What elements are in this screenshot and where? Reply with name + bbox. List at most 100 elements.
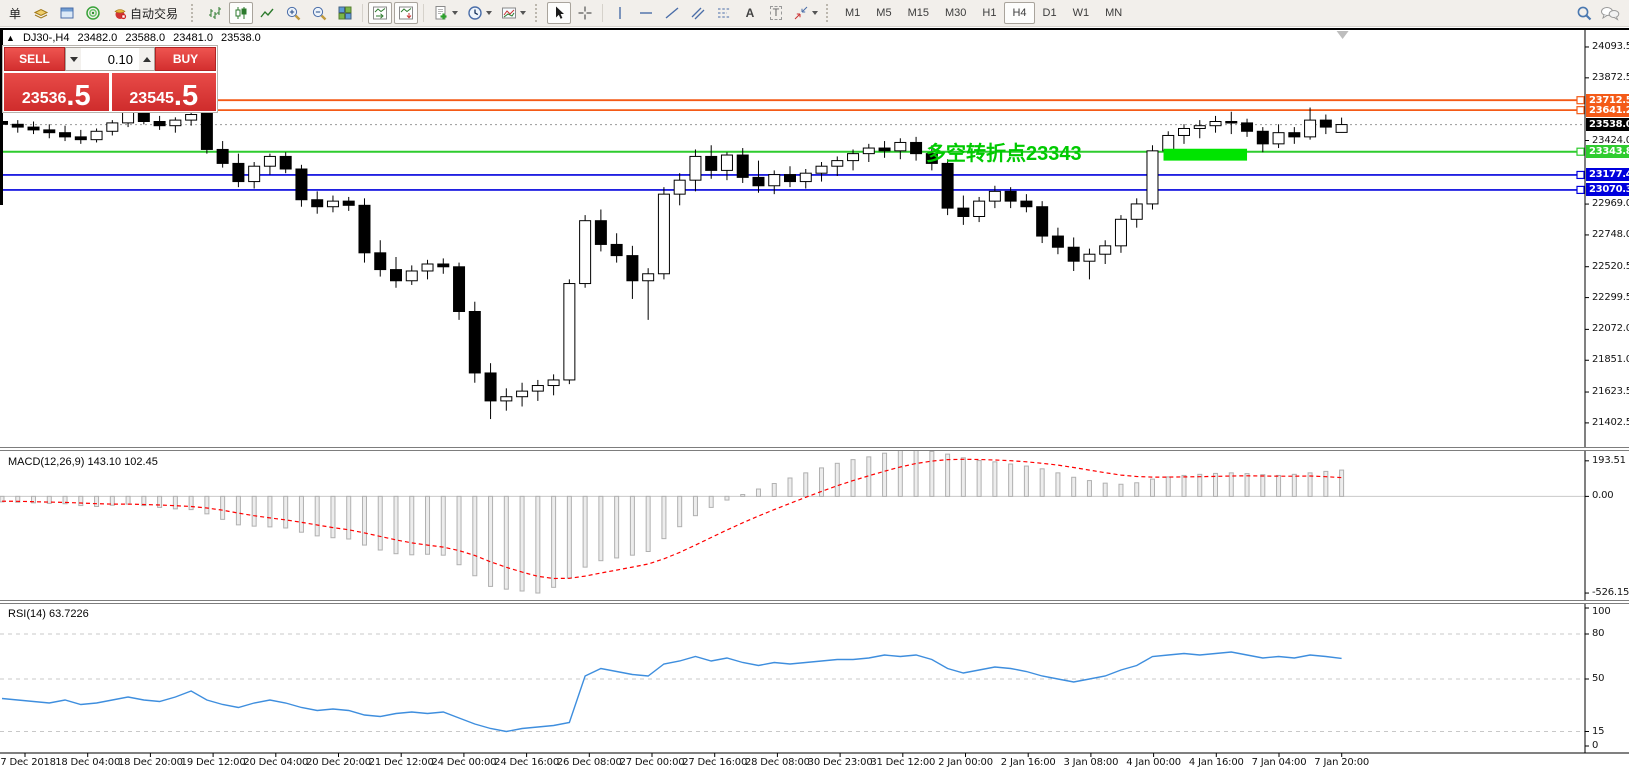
market-watch-icon[interactable]: [29, 2, 53, 24]
buy-button[interactable]: BUY: [155, 47, 216, 71]
sell-button[interactable]: SELL: [4, 47, 65, 71]
macd-histogram-bar: [960, 457, 966, 497]
tab-timeframe-m1[interactable]: M1: [845, 7, 861, 19]
candle-body: [626, 255, 639, 282]
indicator-window-button-2[interactable]: [394, 2, 419, 24]
macd-histogram-bar: [976, 460, 982, 497]
candle-body: [185, 114, 198, 121]
candle-body: [232, 162, 245, 183]
trendline-tool[interactable]: [660, 2, 684, 24]
text-tool[interactable]: A: [738, 2, 762, 24]
tab-timeframe-h4[interactable]: H4: [1004, 2, 1035, 24]
macd-histogram-bar: [1244, 473, 1250, 497]
toolbar-grip[interactable]: [191, 4, 196, 22]
candle-body: [1225, 121, 1238, 124]
line-end-marker[interactable]: [1576, 106, 1585, 115]
pane-separator-rsi[interactable]: [0, 600, 1629, 604]
tab-timeframe-m5[interactable]: M5: [876, 7, 892, 19]
tab-timeframe-m15[interactable]: M15: [907, 7, 929, 19]
macd-histogram-bar: [724, 495, 730, 501]
vertical-line-tool[interactable]: [608, 2, 632, 24]
autotrading-button[interactable]: 自动交易: [107, 2, 185, 24]
pane-separator-macd[interactable]: [0, 447, 1629, 451]
tab-timeframe-d1[interactable]: D1: [1042, 7, 1057, 19]
candle-body: [1193, 125, 1206, 129]
line-end-marker[interactable]: [1576, 170, 1585, 180]
candle-body: [169, 119, 182, 127]
timeframe-menu-button[interactable]: [463, 2, 495, 24]
macd-histogram-bar: [283, 495, 289, 529]
dropdown-caret: [485, 11, 492, 15]
indicator-window-button-1[interactable]: [368, 2, 393, 24]
highlight-rectangle-object[interactable]: [1163, 148, 1248, 161]
add-indicator-button[interactable]: [429, 2, 461, 24]
line-end-marker[interactable]: [1576, 96, 1585, 105]
line-chart-button[interactable]: [255, 2, 279, 24]
tab-timeframe-mn[interactable]: MN: [1105, 7, 1123, 19]
buy-price-button[interactable]: 23545.5: [111, 73, 216, 111]
crosshair-button[interactable]: [573, 2, 597, 24]
candle-body: [1209, 121, 1222, 127]
tab-timeframe-w1[interactable]: W1: [1072, 7, 1090, 19]
data-window-icon[interactable]: [55, 2, 79, 24]
candle-body: [752, 176, 765, 187]
macd-histogram-bar: [1134, 482, 1140, 497]
rsi-indicator-label: RSI(14) 63.7226: [8, 608, 89, 620]
macd-histogram-bar: [1307, 472, 1313, 497]
tab-timeframe-m30[interactable]: M30: [944, 7, 967, 19]
volume-increase-button[interactable]: [139, 47, 155, 71]
macd-histogram-bar: [78, 495, 84, 507]
toolbar-grip[interactable]: [826, 4, 831, 22]
toolbar-separator: [602, 4, 604, 22]
ohlc-close: 23538.0: [221, 32, 261, 44]
search-icon[interactable]: [1572, 2, 1596, 24]
template-menu-button[interactable]: [497, 2, 529, 24]
toolbar-grip[interactable]: [535, 4, 540, 22]
candle-body: [1146, 150, 1159, 205]
cursor-button[interactable]: [547, 2, 572, 24]
line-end-marker[interactable]: [1576, 147, 1585, 156]
bar-chart-button[interactable]: [203, 2, 227, 24]
annotation-text[interactable]: 多空转折点23343: [926, 143, 1082, 165]
volume-decrease-button[interactable]: [65, 47, 81, 71]
macd-indicator-label: MACD(12,26,9) 143.10 102.45: [8, 456, 158, 468]
macd-histogram-bar: [755, 488, 761, 497]
navigator-icon[interactable]: [81, 2, 105, 24]
sell-price-button[interactable]: 23536.5: [4, 73, 109, 111]
trade-panel-toggle[interactable]: ▲: [6, 33, 15, 43]
candle-body: [453, 266, 466, 312]
candle-body: [1178, 127, 1190, 136]
equidistant-channel-tool[interactable]: [686, 2, 710, 24]
horizontal-line-tool[interactable]: [634, 2, 658, 24]
chat-icon[interactable]: [1598, 2, 1622, 24]
candle-body: [263, 155, 276, 167]
macd-histogram-bar: [472, 495, 478, 577]
candle-body: [1114, 218, 1127, 247]
label-tool[interactable]: T: [764, 2, 788, 24]
zoom-out-button[interactable]: [307, 2, 331, 24]
fibonacci-tool[interactable]: [712, 2, 736, 24]
tile-windows-icon[interactable]: [333, 2, 357, 24]
candle-body: [374, 252, 387, 271]
candle-body: [736, 154, 749, 178]
new-order-button[interactable]: 单: [3, 2, 27, 24]
chart-shift-marker[interactable]: [1336, 31, 1349, 39]
trade-panel-top-row: SELL BUY: [4, 47, 216, 71]
candle-body: [673, 179, 686, 195]
zoom-in-button[interactable]: [281, 2, 305, 24]
macd-histogram-bar: [1181, 474, 1187, 497]
triangle-down-icon: [69, 56, 78, 62]
line-end-marker[interactable]: [1576, 185, 1585, 195]
shapes-tool[interactable]: [790, 2, 820, 24]
tab-timeframe-h1[interactable]: H1: [982, 7, 997, 19]
macd-histogram-bar: [708, 495, 714, 508]
macd-histogram-bar: [614, 495, 620, 559]
macd-histogram-bar: [929, 450, 935, 497]
chart-window-left-border: [0, 29, 3, 205]
candle-body: [1051, 235, 1064, 248]
macd-histogram-bar: [503, 495, 509, 590]
candle-body: [153, 121, 166, 127]
volume-input[interactable]: [81, 47, 139, 71]
candlestick-chart-button[interactable]: [229, 2, 254, 24]
